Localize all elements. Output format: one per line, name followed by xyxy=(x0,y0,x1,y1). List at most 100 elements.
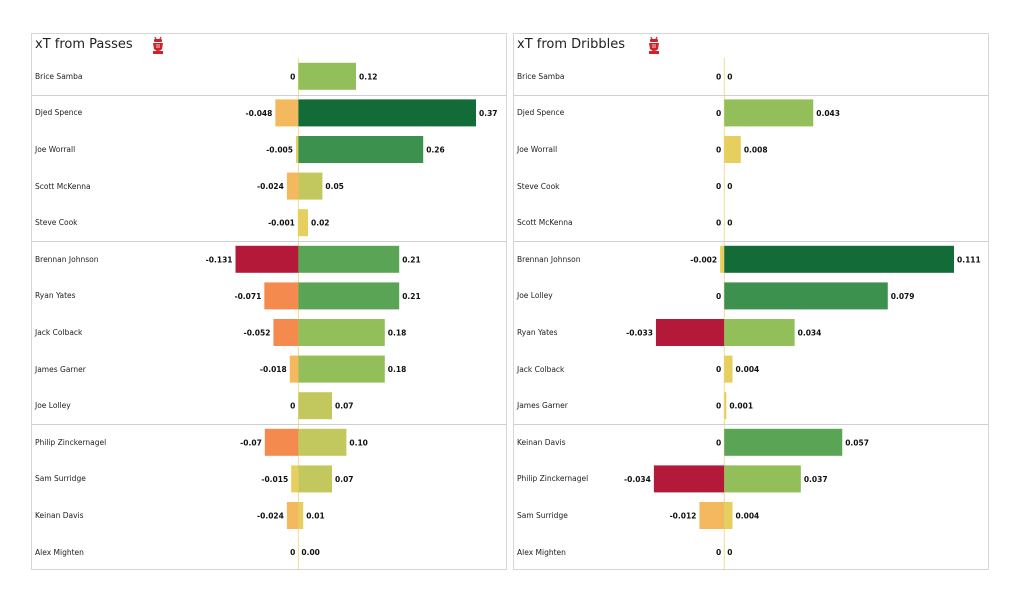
player-name: Joe Worrall xyxy=(35,144,76,154)
positive-value-label: 0.21 xyxy=(402,255,421,264)
negative-value-label: 0 xyxy=(716,365,721,374)
positive-bar xyxy=(724,136,741,163)
negative-value-label: -0.034 xyxy=(624,475,651,484)
player-name: Joe Lolley xyxy=(517,291,553,301)
chart-title: xT from Passes xyxy=(35,37,133,52)
player-name: Jack Colback xyxy=(35,327,83,337)
player-name: Joe Worrall xyxy=(517,144,558,154)
negative-value-label: 0 xyxy=(290,548,295,557)
negative-value-label: -0.131 xyxy=(206,255,233,264)
player-name: Ryan Yates xyxy=(35,291,76,301)
player-name: Djed Spence xyxy=(35,108,83,118)
positive-value-label: 0.07 xyxy=(335,475,354,484)
negative-value-label: -0.052 xyxy=(244,329,271,338)
positive-bar xyxy=(724,355,733,383)
positive-bar xyxy=(724,502,733,529)
player-row: Joe Lolley xyxy=(514,278,988,315)
negative-bar xyxy=(296,136,299,163)
negative-value-label: 0 xyxy=(716,292,721,301)
negative-value-label: 0 xyxy=(716,182,721,191)
player-row: Jack Colback xyxy=(514,351,988,388)
player-row: James Garner xyxy=(514,387,988,424)
negative-bar xyxy=(289,355,299,383)
negative-bar xyxy=(264,428,299,456)
positive-value-label: 0.02 xyxy=(311,219,330,228)
negative-value-label: 0 xyxy=(716,146,721,155)
group-separator xyxy=(32,424,506,425)
positive-value-label: 0.00 xyxy=(301,548,320,557)
negative-value-label: 0 xyxy=(716,548,721,557)
player-row: Keinan Davis xyxy=(32,497,506,534)
positive-value-label: 0.004 xyxy=(736,512,760,521)
group-separator xyxy=(514,241,988,242)
positive-bar xyxy=(298,136,424,163)
negative-value-label: 0 xyxy=(716,402,721,411)
negative-bar xyxy=(286,172,299,200)
positive-bar xyxy=(298,502,304,529)
negative-bar xyxy=(286,502,299,529)
negative-value-label: -0.07 xyxy=(240,438,262,447)
player-row: Brice Samba xyxy=(32,58,506,95)
negative-value-label: -0.018 xyxy=(260,365,287,374)
player-row: Brennan Johnson xyxy=(514,241,988,278)
positive-bar xyxy=(724,428,843,456)
player-name: Djed Spence xyxy=(517,108,565,118)
negative-value-label: 0 xyxy=(716,109,721,118)
club-crest-icon xyxy=(153,36,163,54)
player-row: Brice Samba xyxy=(514,58,988,95)
player-row: Sam Surridge xyxy=(32,461,506,498)
positive-bar xyxy=(298,428,347,456)
positive-value-label: 0.26 xyxy=(426,146,445,155)
negative-bar xyxy=(720,245,725,273)
player-name: Sam Surridge xyxy=(517,510,568,520)
player-name: Brice Samba xyxy=(517,71,565,81)
player-name: James Garner xyxy=(35,364,86,374)
player-row: Steve Cook xyxy=(514,168,988,205)
player-name: Keinan Davis xyxy=(35,510,84,520)
player-row: Scott McKenna xyxy=(32,168,506,205)
player-row: Ryan Yates xyxy=(32,278,506,315)
player-row: Alex Mighten xyxy=(514,534,988,571)
player-name: Brennan Johnson xyxy=(517,254,581,264)
player-row: Scott McKenna xyxy=(514,204,988,241)
positive-value-label: 0.008 xyxy=(744,146,768,155)
group-separator xyxy=(32,94,506,96)
player-row: Philip Zinckernagel xyxy=(514,461,988,498)
player-row: Joe Lolley xyxy=(32,387,506,424)
positive-value-label: 0.057 xyxy=(845,438,869,447)
player-name: Brice Samba xyxy=(35,71,83,81)
positive-bar xyxy=(298,209,308,237)
player-row: Ryan Yates xyxy=(514,314,988,351)
player-row: Joe Worrall xyxy=(514,131,988,168)
player-name: Scott McKenna xyxy=(517,218,573,228)
player-name: Steve Cook xyxy=(517,181,560,191)
positive-value-label: 0.18 xyxy=(388,329,407,338)
player-name: Ryan Yates xyxy=(517,327,558,337)
player-name: Alex Mighten xyxy=(517,547,566,557)
positive-bar xyxy=(298,99,476,127)
group-separator xyxy=(514,94,988,96)
player-name: Keinan Davis xyxy=(517,437,566,447)
positive-bar xyxy=(724,245,954,273)
positive-bar xyxy=(724,282,888,310)
negative-bar xyxy=(273,319,299,346)
player-row: Djed Spence xyxy=(514,95,988,132)
negative-value-label: 0 xyxy=(716,219,721,228)
player-row: Alex Mighten xyxy=(32,534,506,571)
positive-value-label: 0.18 xyxy=(388,365,407,374)
positive-value-label: 0.07 xyxy=(335,402,354,411)
positive-value-label: 0.079 xyxy=(891,292,915,301)
player-row: Joe Worrall xyxy=(32,131,506,168)
player-name: Joe Lolley xyxy=(35,401,71,411)
negative-bar xyxy=(699,502,725,529)
negative-value-label: 0 xyxy=(290,72,295,81)
positive-value-label: 0.043 xyxy=(816,109,840,118)
negative-value-label: -0.005 xyxy=(266,146,293,155)
player-name: James Garner xyxy=(517,401,568,411)
positive-value-label: 0.037 xyxy=(804,475,828,484)
player-row: James Garner xyxy=(32,351,506,388)
negative-bar xyxy=(235,245,299,273)
group-separator xyxy=(32,241,506,242)
chart-title: xT from Dribbles xyxy=(517,37,626,52)
